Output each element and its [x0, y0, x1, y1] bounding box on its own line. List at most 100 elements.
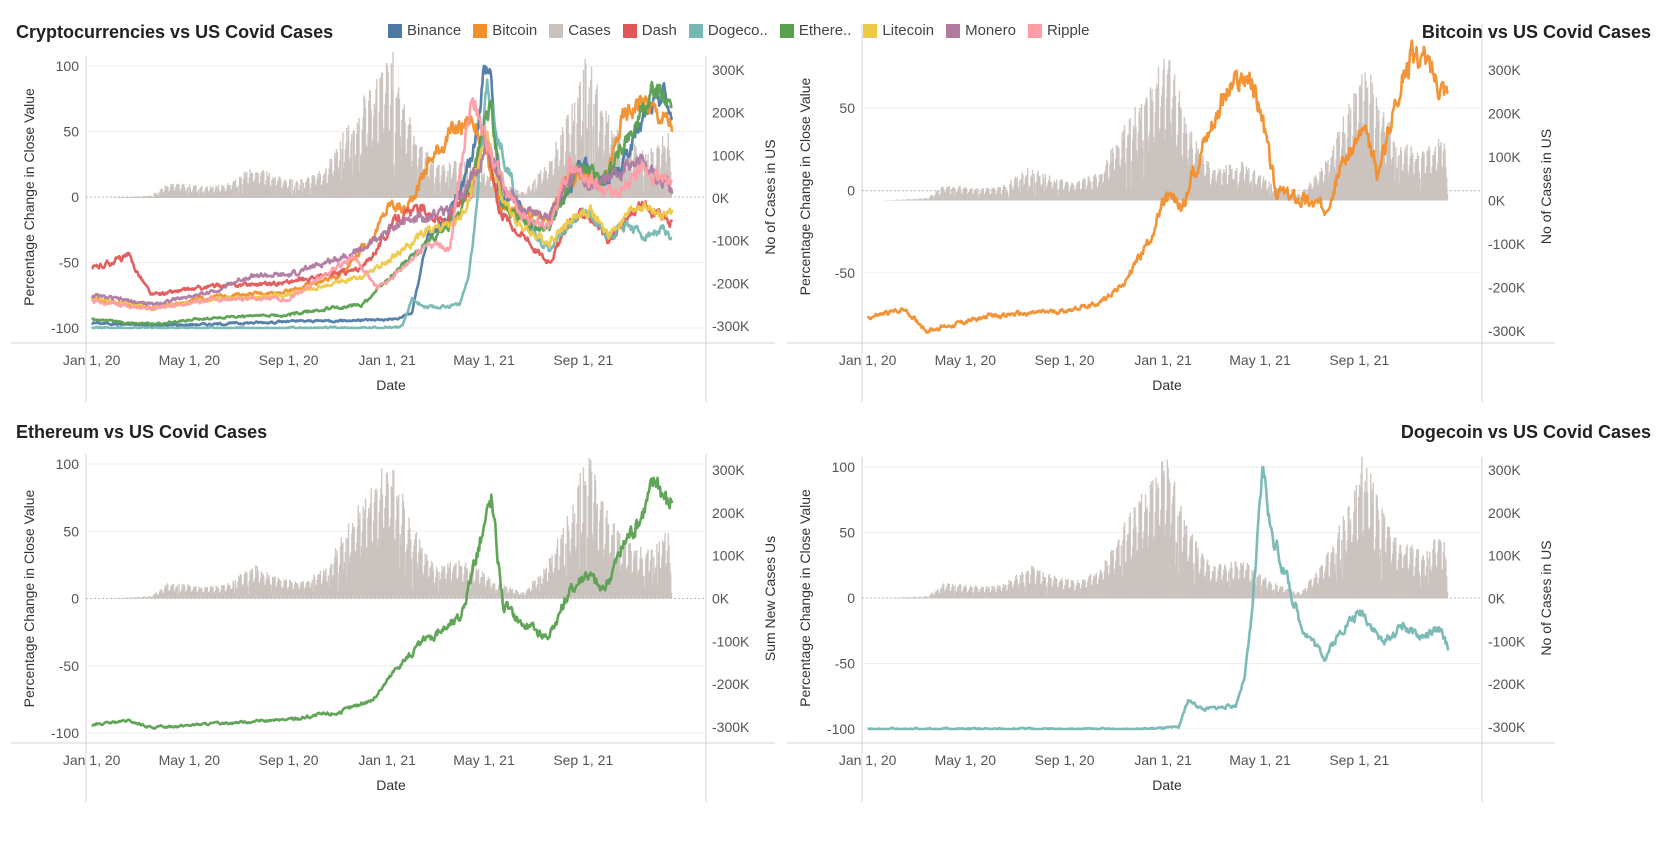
cases-bar	[135, 197, 137, 198]
legend-item-ripple[interactable]: Ripple	[1027, 22, 1089, 39]
cases-bar	[473, 584, 475, 599]
cases-bar	[1136, 549, 1139, 599]
cases-bar	[333, 563, 335, 599]
cases-bar	[1038, 571, 1040, 599]
cases-bar	[545, 567, 548, 599]
cases-bar	[1345, 152, 1347, 201]
y2-tick-label: 100K	[712, 147, 745, 163]
cases-bar	[460, 162, 463, 198]
cases-bar	[1194, 163, 1196, 201]
cases-bar	[1065, 583, 1068, 599]
cases-bar	[253, 181, 255, 198]
cases-bar	[536, 583, 539, 599]
cases-bar	[1080, 191, 1082, 201]
cases-bar	[331, 173, 334, 198]
cases-bar	[1126, 540, 1128, 599]
cases-bar	[1202, 163, 1205, 201]
legend-item-litecoin[interactable]: Litecoin	[863, 22, 934, 39]
cases-bar	[1148, 535, 1150, 599]
cases-bar	[1320, 171, 1322, 201]
cases-bar	[1144, 102, 1147, 201]
cases-bar	[534, 580, 536, 599]
cases-bar	[948, 185, 951, 201]
cases-bar	[427, 176, 430, 198]
cases-bar	[213, 592, 215, 599]
cases-bar	[481, 176, 484, 198]
cases-bar	[593, 103, 595, 198]
cases-bar	[1003, 586, 1005, 599]
cases-bar	[323, 576, 326, 599]
cases-bar	[1085, 189, 1087, 201]
cases-bar	[309, 194, 312, 198]
cases-bar	[1221, 582, 1223, 599]
cases-bar	[403, 508, 405, 599]
cases-bar	[1244, 183, 1246, 201]
cases-bar	[937, 589, 939, 599]
cases-bar	[1189, 132, 1191, 201]
legend-item-ethereum[interactable]: Ethere..	[779, 22, 851, 39]
cases-bar	[1093, 176, 1095, 201]
cases-bar	[527, 187, 530, 198]
cases-bar	[1235, 561, 1237, 599]
cases-bar	[1207, 559, 1209, 599]
cases-bar	[313, 576, 316, 599]
legend-item-monero[interactable]: Monero	[946, 22, 1016, 39]
cases-bar	[530, 590, 532, 599]
cases-bar	[1271, 590, 1274, 599]
cases-bar	[1337, 533, 1340, 599]
cases-bar	[1198, 572, 1200, 599]
cases-bar	[589, 468, 591, 599]
cases-bar	[414, 143, 417, 198]
cases-bar	[633, 551, 636, 599]
cases-bar	[1175, 541, 1177, 599]
cases-bar	[1062, 189, 1064, 201]
cases-bar	[959, 584, 962, 599]
cases-bar	[1078, 582, 1081, 599]
cases-bar	[305, 585, 307, 599]
cases-bar	[1218, 168, 1220, 201]
legend-item-bitcoin[interactable]: Bitcoin	[473, 22, 537, 39]
cases-bar	[645, 160, 648, 198]
cases-bar	[1373, 151, 1375, 201]
y2-tick-label: 200K	[712, 505, 745, 521]
cases-bar	[389, 526, 391, 599]
legend-item-cases[interactable]: Cases	[549, 22, 611, 39]
cases-bar	[344, 551, 347, 599]
y-tick-label: 50	[839, 525, 855, 541]
cases-bar	[1374, 537, 1377, 599]
cases-bar	[1307, 186, 1310, 201]
cases-bar	[1162, 475, 1165, 599]
cases-bar	[901, 597, 904, 599]
legend-item-binance[interactable]: Binance	[388, 22, 461, 39]
cases-bar	[626, 568, 628, 599]
cases-bar	[594, 94, 597, 198]
legend-item-dogecoin[interactable]: Dogeco..	[688, 22, 768, 39]
cases-bar	[644, 154, 647, 198]
cases-bar	[1312, 583, 1315, 599]
cases-bar	[632, 174, 634, 198]
cases-bar	[441, 565, 443, 599]
cases-bar	[1421, 556, 1424, 599]
cases-bar	[1092, 579, 1094, 599]
cases-bar	[1159, 527, 1161, 599]
cases-bar	[186, 588, 188, 599]
legend-item-dash[interactable]: Dash	[622, 22, 677, 39]
cases-bar	[459, 565, 461, 599]
cases-bar	[246, 171, 248, 198]
cases-bar	[1025, 574, 1027, 599]
cases-bar	[1001, 591, 1003, 599]
cases-bar	[1285, 190, 1287, 201]
cases-bar	[1046, 594, 1048, 599]
cases-bar	[163, 189, 166, 198]
cases-bar	[1257, 175, 1260, 201]
cases-bar	[236, 187, 238, 198]
cases-bar	[1222, 575, 1224, 599]
cases-bar	[429, 166, 431, 198]
cases-bar	[526, 195, 528, 198]
cases-bar	[1379, 151, 1382, 201]
cases-bar	[217, 587, 219, 599]
cases-bar	[439, 182, 441, 198]
cases-bar	[280, 179, 282, 198]
cases-bar	[627, 159, 629, 198]
cases-bar	[979, 193, 981, 201]
